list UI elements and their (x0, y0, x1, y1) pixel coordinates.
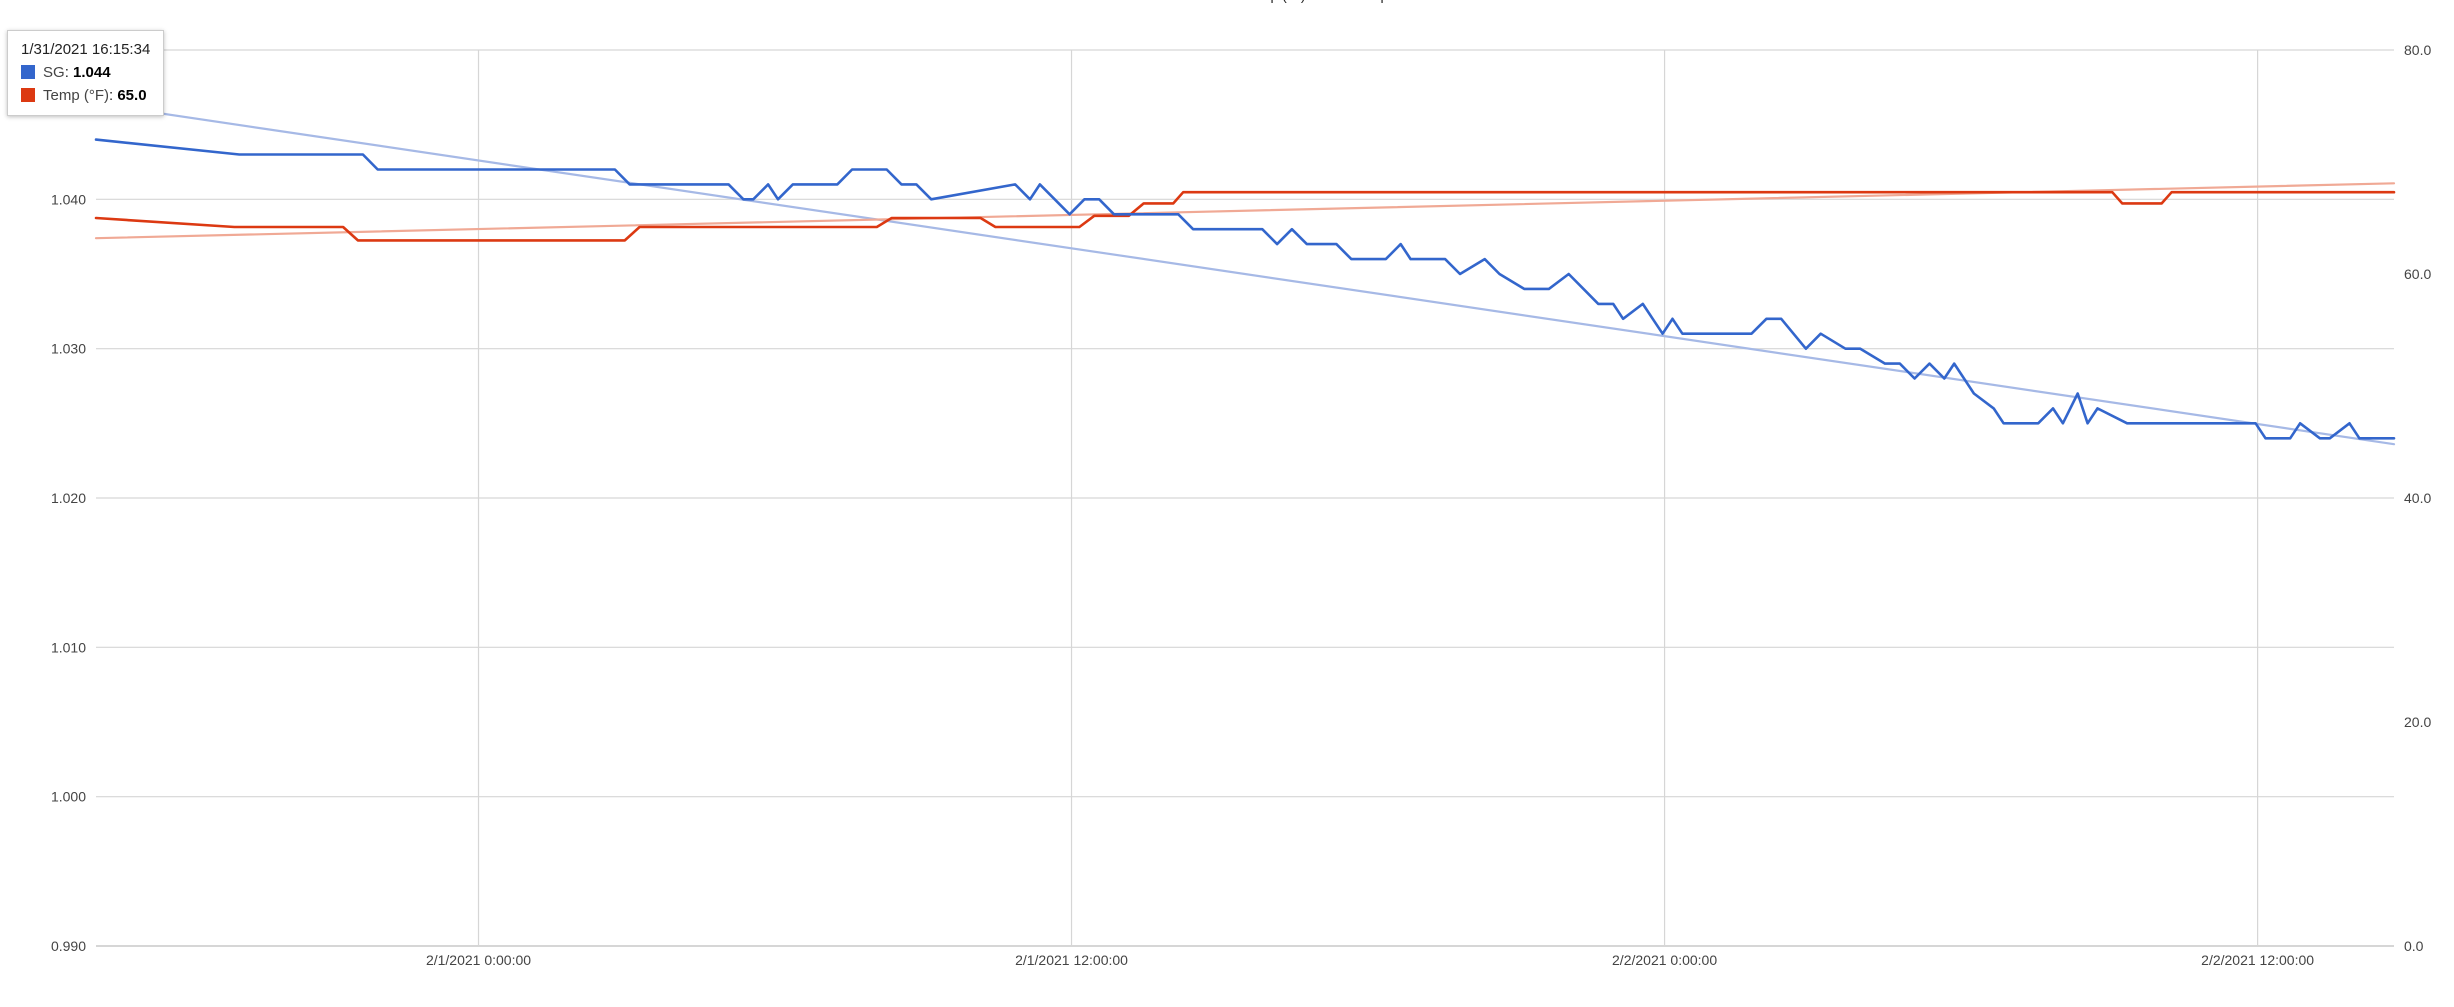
x-axis-tick-label: 2/2/2021 0:00:00 (1612, 952, 1717, 968)
x-axis-tick-label: 2/1/2021 12:00:00 (1015, 952, 1128, 968)
right-axis-tick-label: 40.0 (2404, 490, 2431, 506)
left-axis-tick-label: 1.030 (51, 341, 86, 357)
tooltip-sg-value: 1.044 (73, 64, 111, 81)
tooltip-title: 1/31/2021 16:15:34 (21, 41, 151, 58)
legend-label: SG Trend (1136, 0, 1196, 3)
left-axis-tick-label: 1.020 (51, 490, 86, 506)
series-line-sg (94, 138, 2396, 440)
right-axis-tick-label: 80.0 (2404, 42, 2431, 58)
legend-label: SG (1072, 0, 1092, 3)
tooltip: 1/31/2021 16:15:34 SG: 1.044 Temp (°F): … (7, 30, 165, 116)
left-axis-tick-label: 1.000 (51, 789, 86, 805)
x-axis-tick-label: 2/1/2021 0:00:00 (426, 952, 531, 968)
left-axis-tick-label: 0.990 (51, 938, 86, 954)
tooltip-temp-row: Temp (°F): 65.0 (21, 84, 150, 107)
right-axis-tick-label: 0.0 (2404, 938, 2424, 954)
tooltip-temp-label: Temp (°F) (43, 87, 109, 104)
series-line-sg-trend (94, 102, 2396, 446)
right-axis-tick-label: 60.0 (2404, 266, 2431, 282)
legend-label: Temp (°F) (1244, 0, 1306, 3)
temp-swatch (21, 88, 35, 102)
left-axis-tick-label: 1.010 (51, 639, 86, 655)
series-line-temp-f (94, 190, 2396, 242)
right-axis-tick-label: 20.0 (2404, 714, 2431, 730)
tooltip-sg-label: SG (43, 64, 65, 81)
x-axis-tick-label: 2/2/2021 12:00:00 (2201, 952, 2314, 968)
tooltip-temp-value: 65.0 (117, 87, 147, 104)
left-axis-tick-label: 1.040 (51, 191, 86, 207)
legend-label: Temp Trend (1354, 0, 1428, 3)
tooltip-sg-row: SG: 1.044 (21, 61, 150, 84)
sg-swatch (21, 65, 35, 79)
